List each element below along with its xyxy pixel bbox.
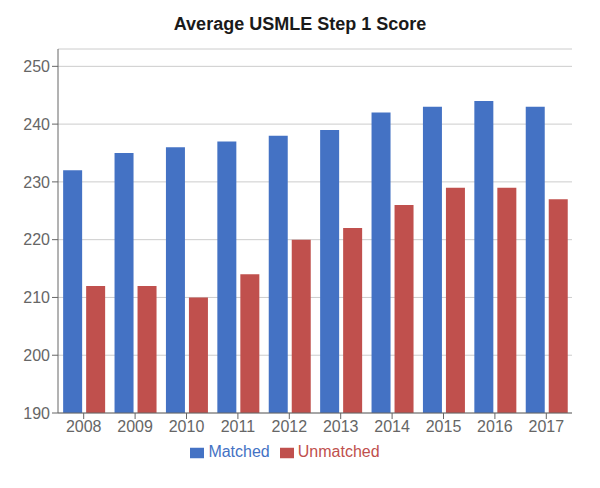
svg-text:2013: 2013: [323, 418, 359, 435]
svg-text:2016: 2016: [477, 418, 513, 435]
svg-text:220: 220: [23, 231, 50, 248]
svg-text:2012: 2012: [272, 418, 308, 435]
svg-text:2010: 2010: [169, 418, 205, 435]
html-text:Matched: Matched: [208, 443, 270, 460]
svg-text:250: 250: [23, 58, 50, 75]
svg-text:190: 190: [23, 405, 50, 422]
svg-text:230: 230: [23, 174, 50, 191]
svg-text:240: 240: [23, 116, 50, 133]
html-text:Average USMLE Step 1 Score: Average USMLE Step 1 Score: [173, 14, 427, 34]
svg-text:2015: 2015: [426, 418, 462, 435]
svg-text:210: 210: [23, 289, 50, 306]
svg-text:2008: 2008: [66, 418, 102, 435]
svg-text:2011: 2011: [221, 418, 256, 435]
svg-text:2017: 2017: [529, 418, 565, 435]
svg-text:2014: 2014: [374, 418, 410, 435]
svg-text:2009: 2009: [117, 418, 153, 435]
html-text:Unmatched: Unmatched: [297, 443, 380, 460]
svg-text:200: 200: [23, 347, 50, 364]
